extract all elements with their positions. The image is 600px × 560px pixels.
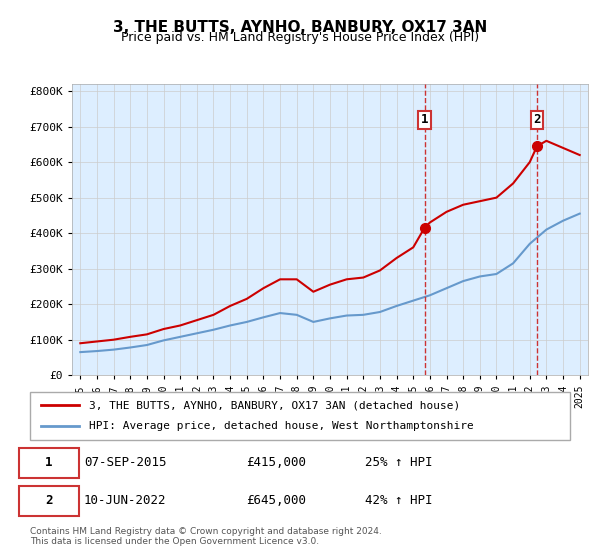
Text: 2: 2: [45, 494, 53, 507]
Text: HPI: Average price, detached house, West Northamptonshire: HPI: Average price, detached house, West…: [89, 421, 474, 431]
Text: 2: 2: [533, 113, 541, 126]
Text: 1: 1: [45, 456, 53, 469]
Text: 3, THE BUTTS, AYNHO, BANBURY, OX17 3AN (detached house): 3, THE BUTTS, AYNHO, BANBURY, OX17 3AN (…: [89, 400, 461, 410]
Text: Contains HM Land Registry data © Crown copyright and database right 2024.
This d: Contains HM Land Registry data © Crown c…: [30, 526, 382, 546]
Text: 1: 1: [421, 113, 428, 126]
FancyBboxPatch shape: [19, 486, 79, 516]
Text: 07-SEP-2015: 07-SEP-2015: [84, 456, 167, 469]
Text: 42% ↑ HPI: 42% ↑ HPI: [365, 494, 432, 507]
Text: Price paid vs. HM Land Registry's House Price Index (HPI): Price paid vs. HM Land Registry's House …: [121, 31, 479, 44]
Text: 10-JUN-2022: 10-JUN-2022: [84, 494, 167, 507]
FancyBboxPatch shape: [30, 392, 570, 440]
Text: 25% ↑ HPI: 25% ↑ HPI: [365, 456, 432, 469]
Text: £645,000: £645,000: [246, 494, 306, 507]
Text: 3, THE BUTTS, AYNHO, BANBURY, OX17 3AN: 3, THE BUTTS, AYNHO, BANBURY, OX17 3AN: [113, 20, 487, 35]
FancyBboxPatch shape: [19, 447, 79, 478]
Text: £415,000: £415,000: [246, 456, 306, 469]
